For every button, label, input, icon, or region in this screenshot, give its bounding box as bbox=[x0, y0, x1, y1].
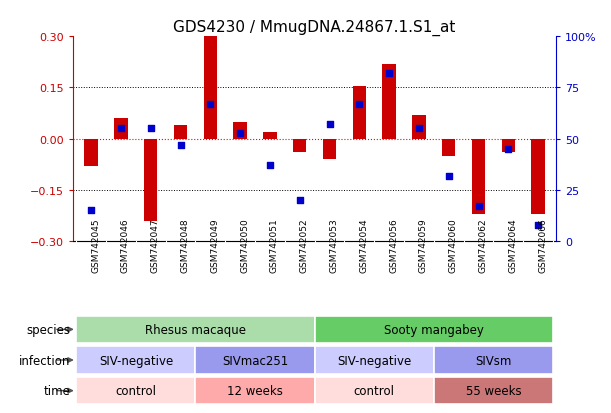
Text: species: species bbox=[26, 323, 70, 336]
Bar bbox=[233, 122, 247, 140]
Text: SIV-negative: SIV-negative bbox=[99, 354, 173, 367]
Text: Rhesus macaque: Rhesus macaque bbox=[145, 323, 246, 336]
Text: SIV-negative: SIV-negative bbox=[337, 354, 411, 367]
FancyBboxPatch shape bbox=[434, 377, 553, 404]
FancyBboxPatch shape bbox=[196, 377, 315, 404]
Text: GSM742054: GSM742054 bbox=[359, 218, 368, 273]
Bar bbox=[174, 126, 188, 140]
FancyBboxPatch shape bbox=[315, 347, 434, 374]
Text: GSM742046: GSM742046 bbox=[121, 218, 130, 273]
Point bbox=[474, 204, 483, 210]
Text: SIVmac251: SIVmac251 bbox=[222, 354, 288, 367]
Point bbox=[176, 142, 186, 149]
Text: GSM742052: GSM742052 bbox=[300, 218, 309, 273]
Text: GSM742051: GSM742051 bbox=[270, 218, 279, 273]
Point bbox=[86, 208, 96, 214]
FancyBboxPatch shape bbox=[196, 347, 315, 374]
Text: GSM742048: GSM742048 bbox=[181, 218, 189, 273]
Point bbox=[146, 126, 156, 133]
Point bbox=[116, 126, 126, 133]
Text: GSM742059: GSM742059 bbox=[419, 218, 428, 273]
Title: GDS4230 / MmugDNA.24867.1.S1_at: GDS4230 / MmugDNA.24867.1.S1_at bbox=[174, 20, 456, 36]
Bar bbox=[532, 140, 545, 214]
Bar bbox=[353, 87, 366, 140]
Bar bbox=[472, 140, 485, 214]
FancyBboxPatch shape bbox=[315, 377, 434, 404]
Bar bbox=[114, 119, 128, 140]
Bar bbox=[502, 140, 515, 153]
FancyBboxPatch shape bbox=[76, 316, 315, 343]
Text: GSM742045: GSM742045 bbox=[91, 218, 100, 273]
Text: infection: infection bbox=[19, 354, 70, 367]
Point bbox=[503, 146, 513, 153]
Bar bbox=[442, 140, 455, 157]
Bar bbox=[263, 133, 277, 140]
Text: SIVsm: SIVsm bbox=[475, 354, 511, 367]
Text: GSM742060: GSM742060 bbox=[448, 218, 458, 273]
FancyBboxPatch shape bbox=[76, 347, 196, 374]
Text: GSM742053: GSM742053 bbox=[329, 218, 338, 273]
Text: GSM742049: GSM742049 bbox=[210, 218, 219, 273]
Point bbox=[533, 222, 543, 228]
Bar bbox=[203, 37, 217, 140]
Text: 12 weeks: 12 weeks bbox=[227, 384, 283, 397]
FancyBboxPatch shape bbox=[315, 316, 553, 343]
Text: control: control bbox=[354, 384, 395, 397]
Point bbox=[205, 101, 215, 108]
Point bbox=[295, 197, 305, 204]
Point bbox=[324, 122, 334, 128]
Text: Sooty mangabey: Sooty mangabey bbox=[384, 323, 484, 336]
Point bbox=[414, 126, 424, 133]
Point bbox=[444, 173, 453, 180]
Text: time: time bbox=[43, 384, 70, 397]
Text: GSM742047: GSM742047 bbox=[151, 218, 160, 273]
Bar bbox=[144, 140, 158, 221]
Bar bbox=[84, 140, 98, 167]
Bar bbox=[382, 64, 396, 140]
Point bbox=[354, 101, 364, 108]
Bar bbox=[412, 116, 426, 140]
Text: GSM742056: GSM742056 bbox=[389, 218, 398, 273]
Bar bbox=[323, 140, 336, 160]
FancyBboxPatch shape bbox=[76, 377, 196, 404]
Point bbox=[384, 71, 394, 77]
Text: 55 weeks: 55 weeks bbox=[466, 384, 521, 397]
Text: GSM742064: GSM742064 bbox=[508, 218, 518, 273]
Text: GSM742066: GSM742066 bbox=[538, 218, 547, 273]
Bar bbox=[293, 140, 307, 153]
Point bbox=[235, 130, 245, 137]
Text: GSM742062: GSM742062 bbox=[478, 218, 488, 273]
Text: GSM742050: GSM742050 bbox=[240, 218, 249, 273]
FancyBboxPatch shape bbox=[434, 347, 553, 374]
Text: control: control bbox=[115, 384, 156, 397]
Point bbox=[265, 163, 275, 169]
